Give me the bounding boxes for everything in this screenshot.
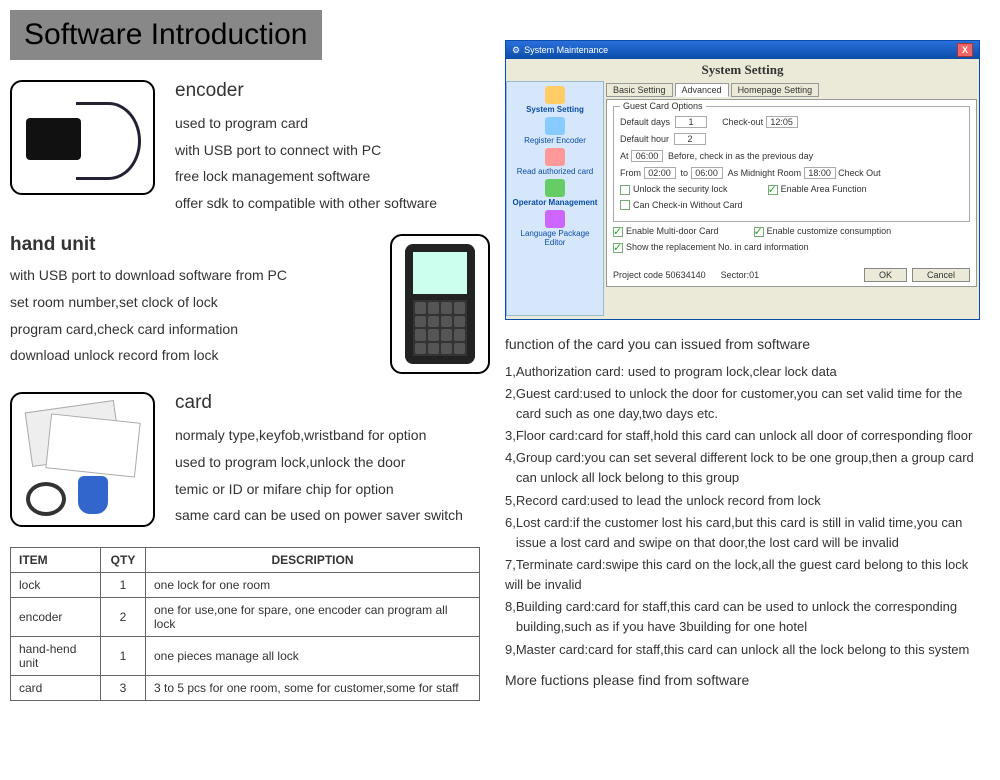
encoder-image: [10, 80, 155, 195]
hand-unit-image: [390, 234, 490, 374]
midnight-input[interactable]: 18:00: [804, 167, 836, 179]
card-line: used to program lock,unlock the door: [175, 449, 463, 476]
tab-basic[interactable]: Basic Setting: [606, 83, 673, 97]
func-item: 5,Record card:used to lead the unlock re…: [505, 491, 990, 511]
sidebar-item[interactable]: Operator Management: [509, 177, 601, 208]
func-item: 1,Authorization card: used to program lo…: [505, 362, 990, 382]
functions-heading: function of the card you can issued from…: [505, 334, 990, 356]
th-qty: QTY: [101, 547, 146, 572]
encoder-section: encoder used to program card with USB po…: [10, 80, 490, 216]
func-item: 7,Terminate card:swipe this card on the …: [505, 555, 990, 595]
table-row: card33 to 5 pcs for one room, some for c…: [11, 675, 480, 700]
checkbox[interactable]: [620, 200, 630, 210]
encoder-line: offer sdk to compatible with other softw…: [175, 190, 437, 217]
th-item: ITEM: [11, 547, 101, 572]
to-input[interactable]: 06:00: [691, 167, 723, 179]
card-line: temic or ID or mifare chip for option: [175, 476, 463, 503]
tab-bar: Basic Setting Advanced Homepage Setting: [606, 83, 977, 97]
sidebar-item[interactable]: Register Encoder: [509, 115, 601, 146]
func-item: 8,Building card:card for staff,this card…: [505, 597, 990, 637]
tab-advanced[interactable]: Advanced: [675, 83, 729, 97]
card-line: same card can be used on power saver swi…: [175, 502, 463, 529]
screenshot-window: ⚙System MaintenanceX System Setting Syst…: [505, 40, 980, 320]
at-input[interactable]: 06:00: [631, 150, 663, 162]
checkbox[interactable]: [613, 243, 623, 253]
func-item: 2,Guest card:used to unlock the door for…: [505, 384, 990, 424]
table-row: hand-hend unit1one pieces manage all loc…: [11, 636, 480, 675]
checkbox[interactable]: [613, 227, 623, 237]
default-days-input[interactable]: 1: [675, 116, 707, 128]
ok-button[interactable]: OK: [864, 268, 907, 282]
group-label: Guest Card Options: [620, 101, 706, 111]
titlebar: ⚙System MaintenanceX: [506, 41, 979, 59]
sidebar: System Setting Register Encoder Read aut…: [506, 81, 604, 316]
sidebar-item[interactable]: Read authorized card: [509, 146, 601, 177]
encoder-line: with USB port to connect with PC: [175, 137, 437, 164]
checkbox[interactable]: [620, 185, 630, 195]
th-desc: DESCRIPTION: [146, 547, 480, 572]
hand-unit-section: hand unit with USB port to download soft…: [10, 234, 490, 374]
sidebar-item[interactable]: Language Package Editor: [509, 208, 601, 248]
card-line: normaly type,keyfob,wristband for option: [175, 422, 463, 449]
card-section: card normaly type,keyfob,wristband for o…: [10, 392, 490, 528]
tab-homepage[interactable]: Homepage Setting: [731, 83, 820, 97]
left-column: encoder used to program card with USB po…: [10, 80, 490, 701]
encoder-line: used to program card: [175, 110, 437, 137]
func-item: 6,Lost card:if the customer lost his car…: [505, 513, 990, 553]
items-table: ITEMQTYDESCRIPTION lock1one lock for one…: [10, 547, 480, 701]
card-heading: card: [175, 392, 463, 414]
default-hour-input[interactable]: 2: [674, 133, 706, 145]
dialog-heading: System Setting: [506, 59, 979, 81]
encoder-heading: encoder: [175, 80, 437, 102]
checkbox[interactable]: [768, 185, 778, 195]
page-title: Software Introduction: [10, 10, 322, 60]
card-image: [10, 392, 155, 527]
cancel-button[interactable]: Cancel: [912, 268, 970, 282]
table-row: lock1one lock for one room: [11, 572, 480, 597]
right-column: ⚙System MaintenanceX System Setting Syst…: [505, 40, 990, 693]
panel: Guest Card Options Default days 1 Check-…: [606, 99, 977, 287]
functions-list: function of the card you can issued from…: [505, 334, 990, 691]
func-item: 9,Master card:card for staff,this card c…: [505, 640, 990, 660]
from-input[interactable]: 02:00: [644, 167, 676, 179]
window-title: System Maintenance: [524, 45, 608, 55]
table-row: encoder2one for use,one for spare, one e…: [11, 597, 480, 636]
checkout-input[interactable]: 12:05: [766, 116, 798, 128]
func-item: 4,Group card:you can set several differe…: [505, 448, 990, 488]
func-item: 3,Floor card:card for staff,hold this ca…: [505, 426, 990, 446]
encoder-line: free lock management software: [175, 163, 437, 190]
checkbox[interactable]: [754, 227, 764, 237]
sidebar-item[interactable]: System Setting: [509, 84, 601, 115]
close-icon[interactable]: X: [957, 43, 973, 57]
more-functions: More fuctions please find from software: [505, 670, 990, 692]
